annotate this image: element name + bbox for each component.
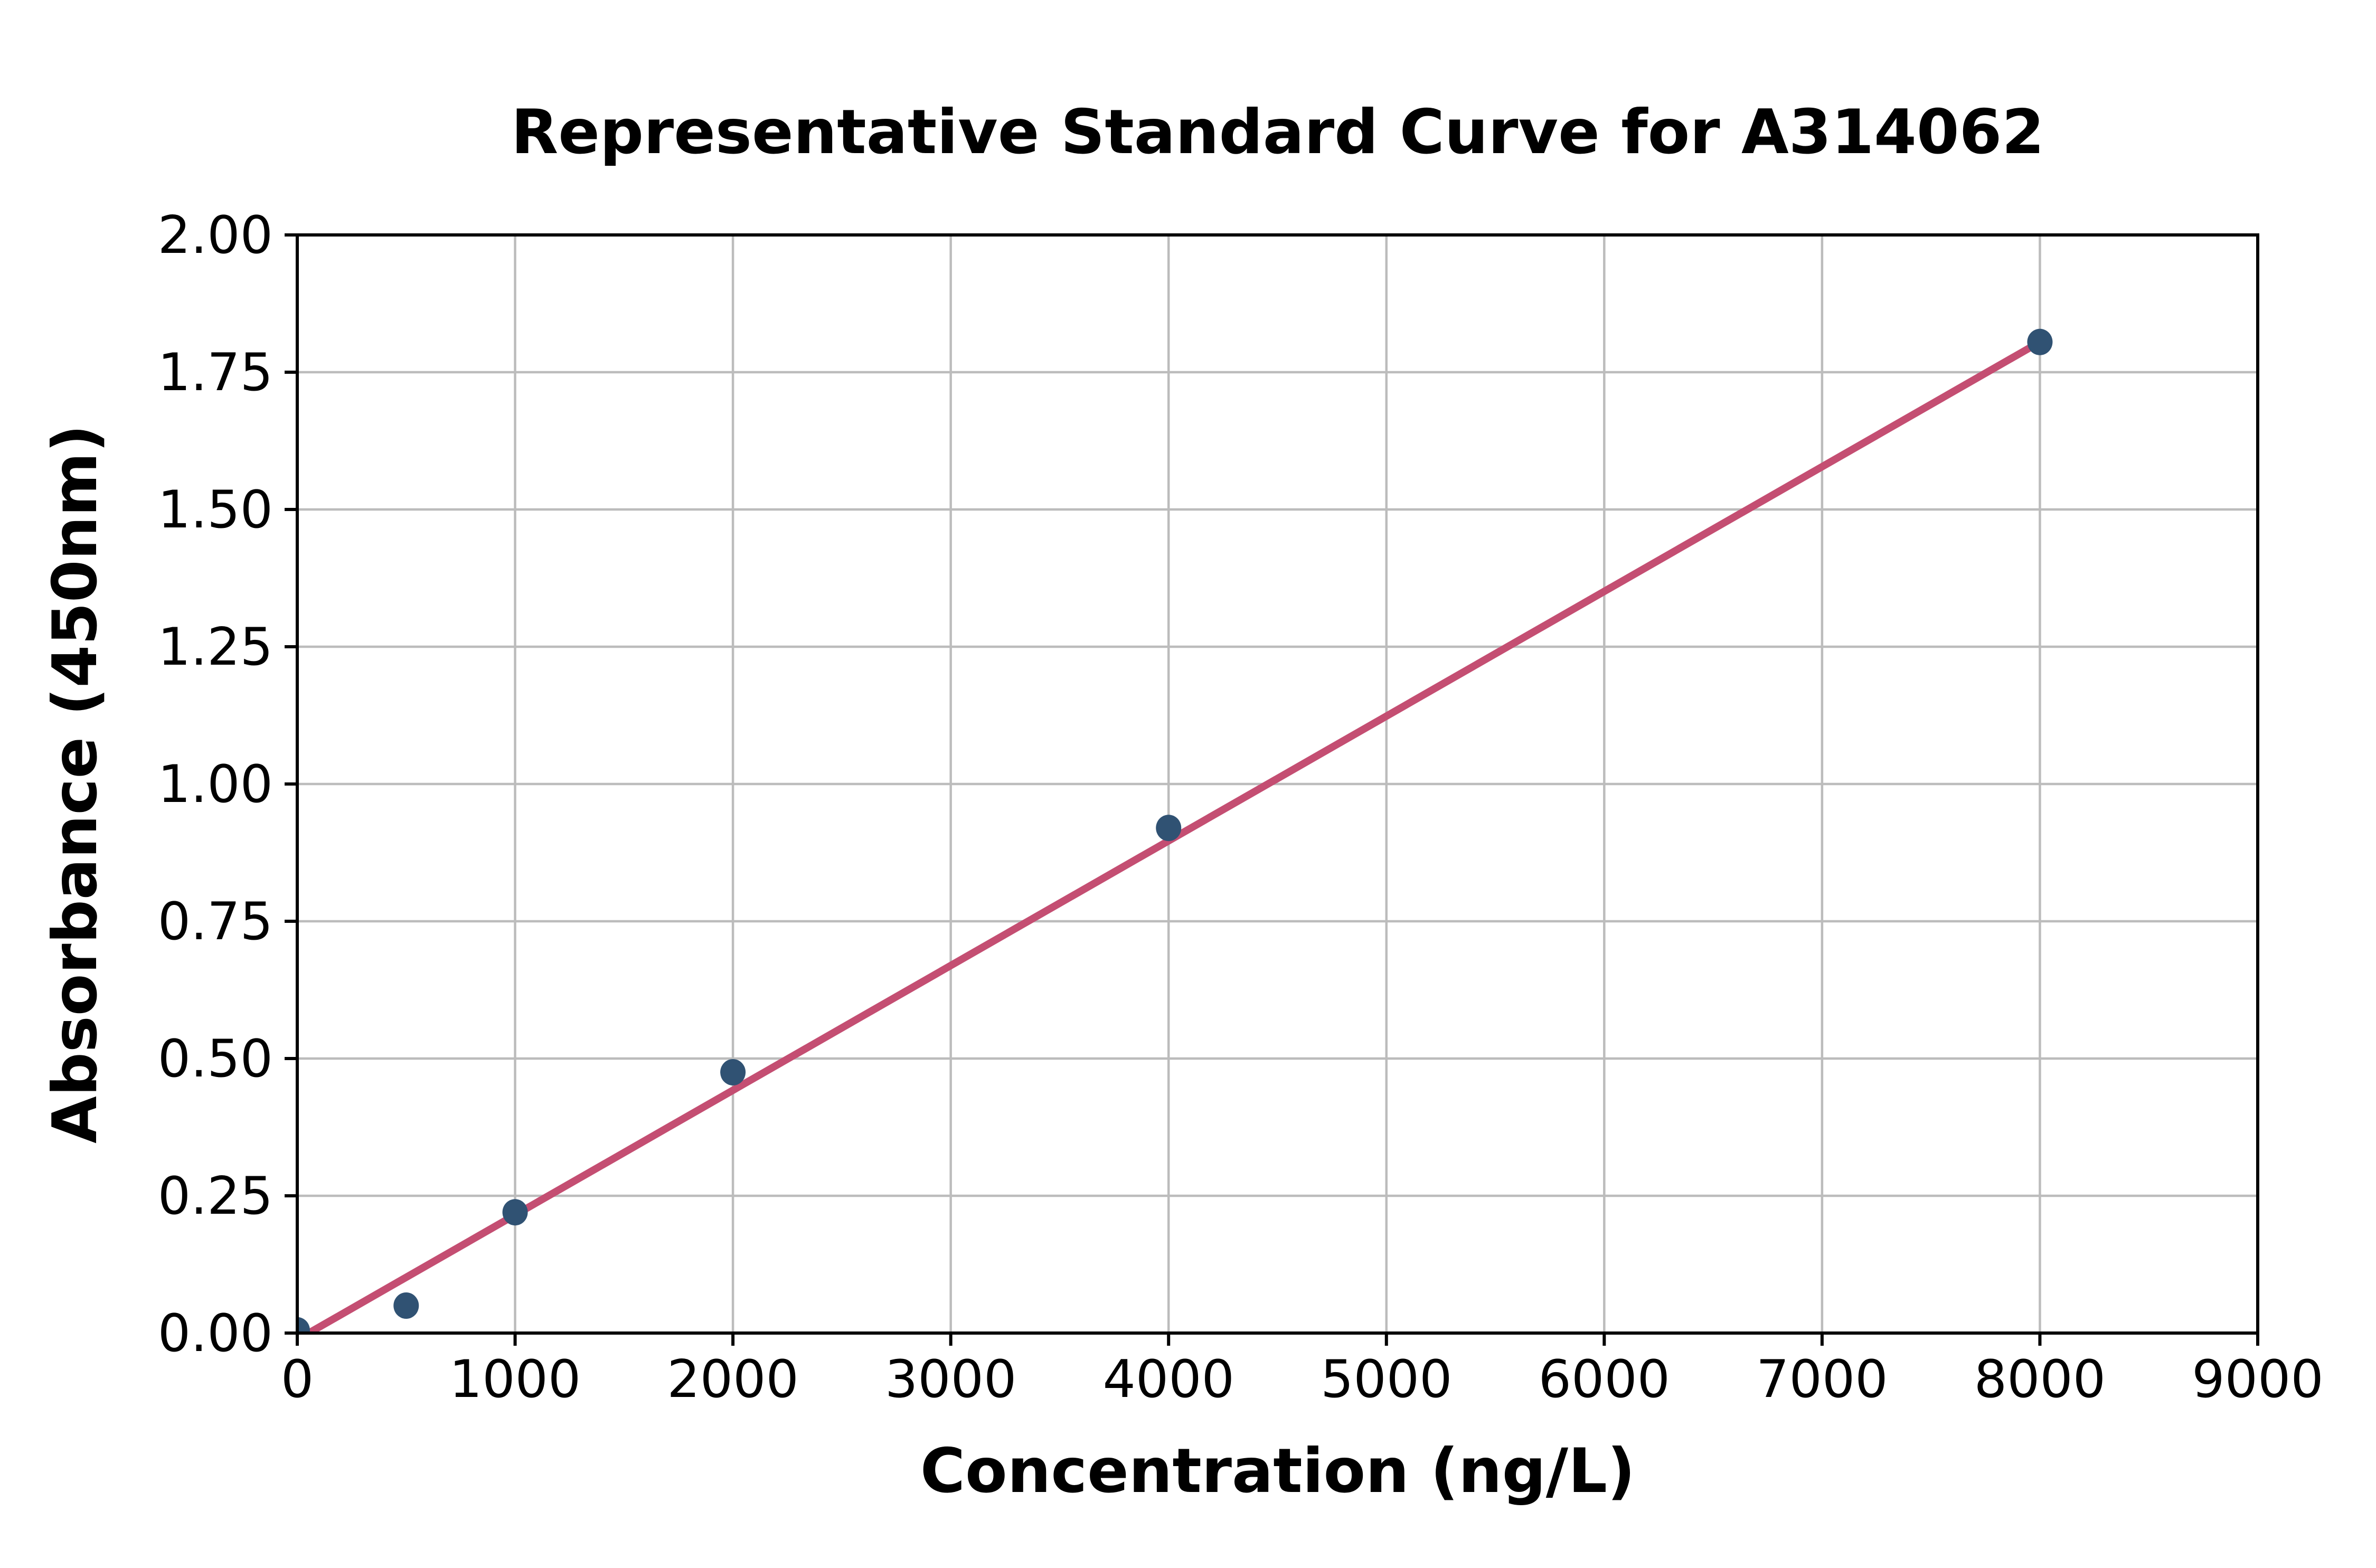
- y-tick-label: 2.00: [158, 205, 273, 266]
- data-point: [2027, 328, 2053, 355]
- x-tick-label: 5000: [1321, 1349, 1452, 1410]
- x-axis-label: Concentration (ng/L): [920, 1435, 1635, 1507]
- x-tick-label: 0: [281, 1349, 314, 1410]
- y-tick-label: 0.50: [158, 1029, 273, 1089]
- x-tick-label: 3000: [885, 1349, 1016, 1410]
- y-tick-label: 1.00: [158, 754, 273, 815]
- data-layer: [297, 328, 2053, 1333]
- x-tick-label: 9000: [2192, 1349, 2323, 1410]
- y-tick-label: 0.25: [158, 1166, 273, 1226]
- x-tick-label: 6000: [1539, 1349, 1670, 1410]
- data-point: [1156, 815, 1182, 842]
- x-tick-label: 7000: [1756, 1349, 1888, 1410]
- y-tick-label: 0.75: [158, 892, 273, 952]
- x-tick-label: 8000: [1974, 1349, 2106, 1410]
- x-tick-label: 2000: [667, 1349, 798, 1410]
- chart-title: Representative Standard Curve for A31406…: [511, 97, 2044, 168]
- y-axis-label: Absorbance (450nm): [40, 424, 111, 1144]
- y-tick-label: 1.50: [158, 480, 273, 540]
- data-point: [720, 1059, 746, 1085]
- data-point: [502, 1199, 528, 1226]
- y-tick-label: 1.25: [158, 617, 273, 677]
- data-point: [297, 1317, 310, 1333]
- x-tick-label: 1000: [449, 1349, 581, 1410]
- x-tick-label: 4000: [1103, 1349, 1234, 1410]
- data-point: [393, 1292, 419, 1319]
- y-tick-label: 0.00: [158, 1303, 273, 1364]
- axis-layer: 0 1000 2000 3000 4000 5000 6000 7000 8000 9000 0.0…: [158, 205, 2324, 1410]
- y-tick-label: 1.75: [158, 343, 273, 403]
